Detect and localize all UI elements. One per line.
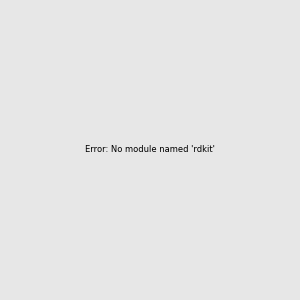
Text: Error: No module named 'rdkit': Error: No module named 'rdkit'	[85, 146, 215, 154]
